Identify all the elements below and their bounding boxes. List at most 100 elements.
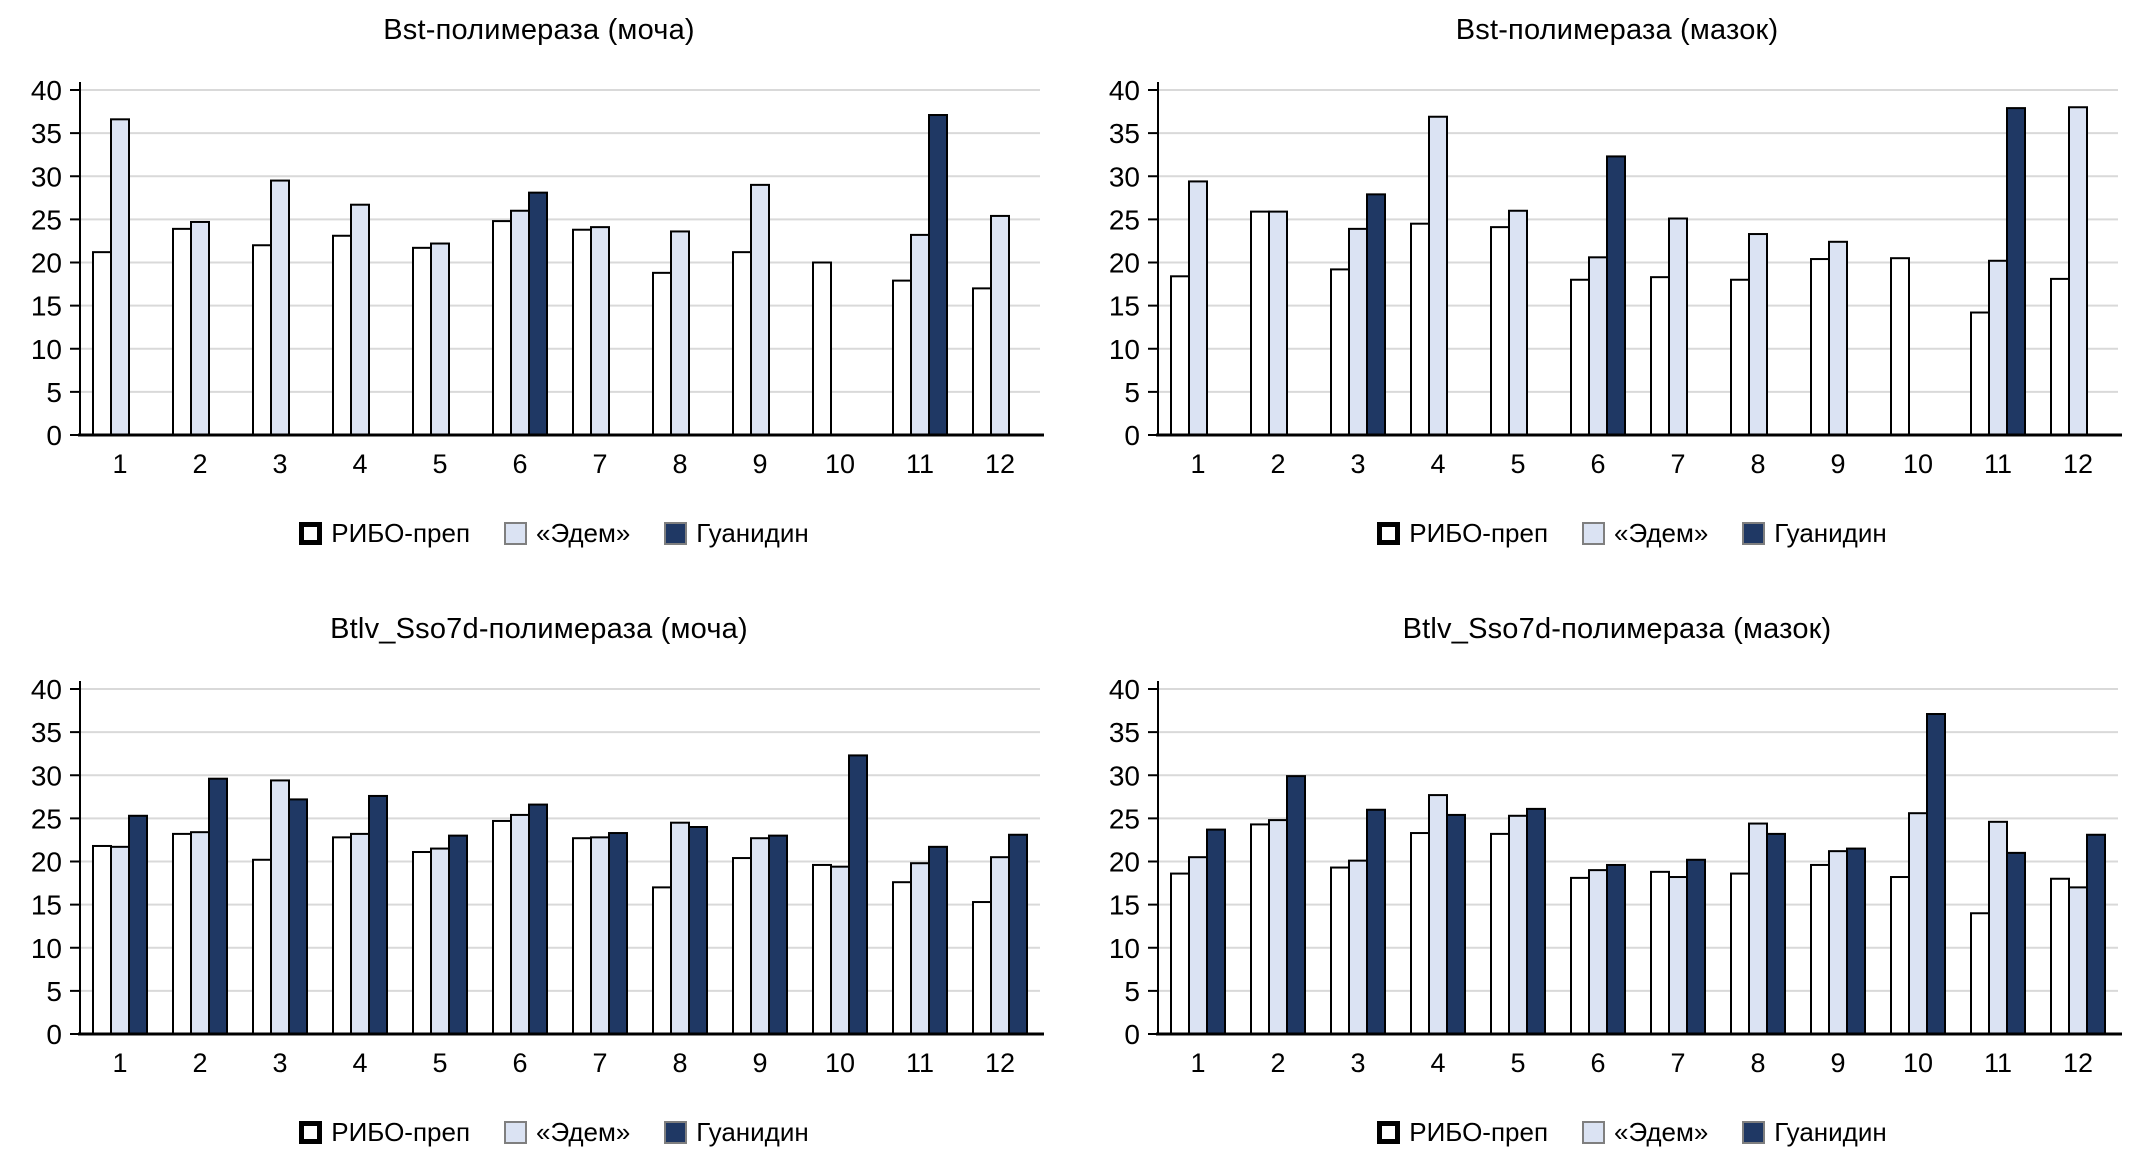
chart-bst-urine: Bst-полимераза (моча) 0 5 10 15 20 25 30 35 40 1 2… (0, 0, 1078, 581)
bar-series3-cat10 (1926, 713, 1946, 1035)
y-axis-label: 35 (1109, 717, 1140, 748)
bar-series1-cat9 (1810, 258, 1830, 436)
bar-series1-cat11 (1970, 912, 1990, 1035)
x-axis-label: 11 (1984, 449, 2012, 479)
legend-label: «Эдем» (1614, 518, 1709, 548)
x-axis-label: 1 (1190, 449, 1205, 479)
y-axis-label: 5 (1124, 377, 1140, 408)
bar-series2-cat6 (510, 813, 530, 1035)
bar-series1-cat5 (412, 851, 432, 1035)
bar-series2-cat12 (2068, 106, 2088, 436)
x-axis-label: 2 (1270, 1048, 1285, 1078)
bar-series1-cat8 (1730, 872, 1750, 1035)
x-axis-label: 7 (1670, 1048, 1685, 1078)
bar-series1-cat7 (1650, 870, 1670, 1035)
x-axis-label: 8 (1750, 1048, 1765, 1078)
bar-series2-cat9 (750, 837, 770, 1035)
gridlines (80, 688, 1040, 992)
bar-series2-cat6 (1588, 256, 1608, 436)
bar-series1-cat6 (1570, 876, 1590, 1035)
bar-series3-cat9 (768, 834, 788, 1035)
bar-series2-cat4 (350, 832, 370, 1035)
bar-series1-cat11 (892, 881, 912, 1035)
legend-swatch-edem (504, 522, 528, 545)
bar-series1-cat7 (572, 228, 592, 436)
x-axis-label: 5 (1510, 449, 1525, 479)
bar-series1-cat3 (1330, 866, 1350, 1035)
bar-series2-cat9 (750, 183, 770, 436)
legend-label: «Эдем» (1614, 1117, 1709, 1147)
y-axis-label: 10 (31, 933, 62, 964)
bar-series3-cat6 (528, 191, 548, 436)
legend-item: «Эдем» (504, 518, 630, 549)
bar-series1-cat12 (2050, 277, 2070, 436)
y-axis-label: 30 (31, 161, 62, 192)
x-axis-label: 3 (1350, 1048, 1365, 1078)
bar-series1-cat3 (252, 244, 272, 436)
bar-series1-cat1 (92, 844, 112, 1035)
bar-series1-cat10 (812, 261, 832, 436)
legend-swatch-edem (1582, 522, 1606, 545)
legend-label: Гуанидин (1774, 1117, 1887, 1147)
y-axis-label: 30 (1109, 760, 1140, 791)
x-axis-label: 5 (432, 1048, 447, 1078)
bar-series2-cat10 (1908, 812, 1928, 1035)
bar-series1-cat1 (1170, 275, 1190, 436)
legend-swatch-edem (504, 1121, 528, 1144)
bar-series2-cat6 (510, 209, 530, 436)
legend-swatch-edem (1582, 1121, 1606, 1144)
bar-series2-cat12 (990, 856, 1010, 1035)
legend-swatch-ribo-prep (1377, 522, 1401, 545)
legend-swatch-guanidin (1742, 1121, 1766, 1144)
x-axis-label: 7 (1670, 449, 1685, 479)
bar-series2-cat1 (110, 845, 130, 1035)
legend-item: РИБО-преп (1377, 518, 1548, 549)
bar-series3-cat11 (928, 845, 948, 1035)
bar-series2-cat8 (1748, 233, 1768, 436)
bar-series3-cat3 (1366, 193, 1386, 436)
x-axis-label: 4 (1430, 449, 1445, 479)
bar-series1-cat10 (1890, 257, 1910, 436)
y-axis-label: 30 (1109, 161, 1140, 192)
bar-series3-cat7 (608, 832, 628, 1035)
bar-series2-cat9 (1828, 240, 1848, 436)
legend-label: РИБО-преп (1409, 518, 1549, 548)
bar-series3-cat6 (1606, 863, 1626, 1035)
bar-series2-cat4 (1428, 794, 1448, 1035)
legend-swatch-ribo-prep (299, 1121, 323, 1144)
bar-series2-cat1 (1188, 856, 1208, 1035)
bar-series1-cat11 (1970, 311, 1990, 436)
bar-series2-cat8 (1748, 822, 1768, 1035)
y-axis-label: 15 (1109, 890, 1140, 921)
x-axis-label: 4 (352, 1048, 367, 1078)
legend-item: Гуанидин (1742, 518, 1887, 549)
y-axis-label: 15 (31, 890, 62, 921)
y-axis-label: 10 (1109, 334, 1140, 365)
x-axis-label: 1 (1190, 1048, 1205, 1078)
bar-series3-cat8 (688, 826, 708, 1035)
bar-series2-cat10 (830, 865, 850, 1035)
legend-item: «Эдем» (504, 1117, 630, 1148)
bar-series2-cat8 (670, 230, 690, 436)
bar-series1-cat4 (332, 234, 352, 436)
chart-legend: РИБО-преп «Эдем» Гуанидин (0, 1117, 1078, 1148)
bar-series1-cat12 (2050, 877, 2070, 1035)
legend-label: Гуанидин (696, 518, 809, 548)
chart-legend: РИБО-преп «Эдем» Гуанидин (1078, 1117, 2156, 1148)
bar-series2-cat7 (1668, 217, 1688, 436)
bar-series1-cat1 (92, 251, 112, 436)
bar-series1-cat12 (972, 287, 992, 436)
bar-series2-cat5 (1508, 209, 1528, 436)
x-axis-label: 10 (825, 449, 855, 479)
bar-series2-cat1 (110, 118, 130, 436)
legend-swatch-guanidin (1742, 522, 1766, 545)
legend-label: РИБО-преп (331, 1117, 471, 1147)
x-axis-label: 6 (512, 449, 527, 479)
bar-series1-cat8 (1730, 278, 1750, 436)
bar-series1-cat4 (1410, 222, 1430, 436)
chart-title: Bst-полимераза (мазок) (1455, 14, 1779, 46)
